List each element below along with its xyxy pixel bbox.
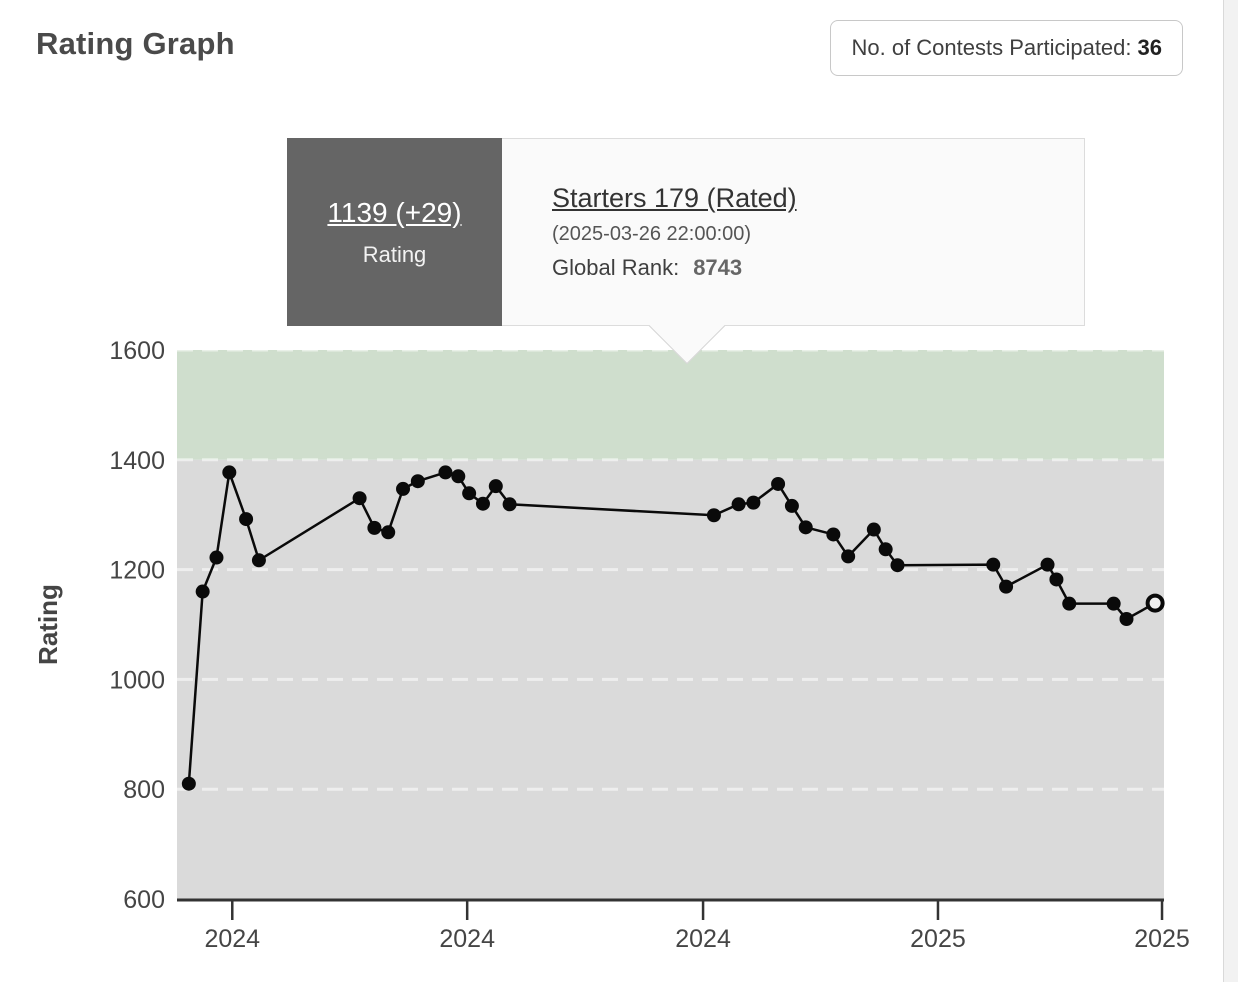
contests-participated-badge: No. of Contests Participated: 36 [830, 20, 1183, 76]
data-point[interactable] [878, 542, 893, 557]
data-point[interactable] [381, 525, 396, 540]
data-point[interactable] [451, 469, 466, 484]
data-point[interactable] [410, 474, 425, 489]
y-axis-tick-label: 600 [123, 886, 165, 914]
data-point[interactable] [798, 520, 813, 535]
data-point[interactable] [1040, 557, 1055, 572]
scrollbar-gutter[interactable] [1223, 0, 1238, 982]
data-point[interactable] [502, 497, 517, 512]
data-point[interactable] [195, 584, 210, 599]
global-rank-value: 8743 [693, 255, 743, 280]
data-point[interactable] [1062, 596, 1077, 611]
x-axis-tick-label: 2024 [675, 925, 731, 953]
rating-chart[interactable]: 600 800 1000 1200 1400 1600 2024 2024 2024 2025 20… [0, 330, 1238, 975]
data-point-latest[interactable] [1145, 593, 1165, 613]
data-point[interactable] [222, 465, 237, 480]
global-rank-row: Global Rank: 8743 [552, 255, 1084, 281]
tooltip-contest-panel: Starters 179 (Rated) (2025-03-26 22:00:0… [502, 138, 1085, 326]
data-point[interactable] [986, 557, 1001, 572]
data-point[interactable] [1049, 572, 1064, 587]
data-point[interactable] [462, 486, 477, 501]
rating-change-link[interactable]: 1139 (+29) [327, 196, 462, 228]
data-point[interactable] [866, 522, 881, 537]
contests-participated-label: No. of Contests Participated: [851, 35, 1132, 60]
data-point[interactable] [367, 520, 382, 535]
contest-datetime: (2025-03-26 22:00:00) [552, 223, 752, 245]
y-axis-tick-label: 1600 [109, 337, 165, 365]
data-point[interactable] [352, 491, 367, 506]
data-point[interactable] [251, 553, 266, 568]
global-rank-label: Global Rank: [552, 255, 680, 280]
data-point[interactable] [771, 476, 786, 491]
data-point[interactable] [396, 481, 411, 496]
data-point[interactable] [488, 479, 503, 494]
data-point[interactable] [999, 579, 1014, 594]
tooltip-rating-panel: 1139 (+29) Rating [287, 138, 502, 326]
data-point[interactable] [826, 527, 841, 542]
data-point[interactable] [731, 497, 746, 512]
x-axis-tick-label: 2024 [439, 925, 495, 953]
data-point[interactable] [438, 465, 453, 480]
data-point[interactable] [1119, 612, 1134, 627]
y-axis-tick-label: 1000 [109, 666, 165, 694]
x-axis-tick-label: 2025 [910, 925, 966, 953]
data-point[interactable] [746, 495, 761, 510]
contest-tooltip: 1139 (+29) Rating Starters 179 (Rated) (… [287, 138, 1085, 365]
rating-label: Rating [362, 241, 427, 267]
data-point[interactable] [1106, 596, 1121, 611]
y-axis-tick-label: 800 [123, 776, 165, 804]
x-axis-tick-label: 2025 [1134, 925, 1190, 953]
data-point[interactable] [890, 558, 905, 573]
data-point[interactable] [784, 498, 799, 513]
rating-band [177, 350, 1164, 460]
rating-line [187, 471, 1156, 784]
data-point[interactable] [706, 508, 721, 523]
data-point[interactable] [239, 512, 254, 527]
contest-name-link[interactable]: Starters 179 (Rated) [552, 183, 797, 213]
y-axis-tick-label: 1400 [109, 447, 165, 475]
data-point[interactable] [209, 550, 224, 565]
contests-participated-value: 36 [1137, 35, 1162, 60]
x-axis-tick-label: 2024 [204, 925, 260, 953]
data-point[interactable] [181, 776, 196, 791]
y-axis-tick-label: 1200 [109, 557, 165, 585]
data-point[interactable] [475, 496, 490, 511]
page-title: Rating Graph [36, 26, 235, 61]
y-axis-title: Rating [33, 584, 63, 665]
data-point[interactable] [841, 549, 856, 564]
